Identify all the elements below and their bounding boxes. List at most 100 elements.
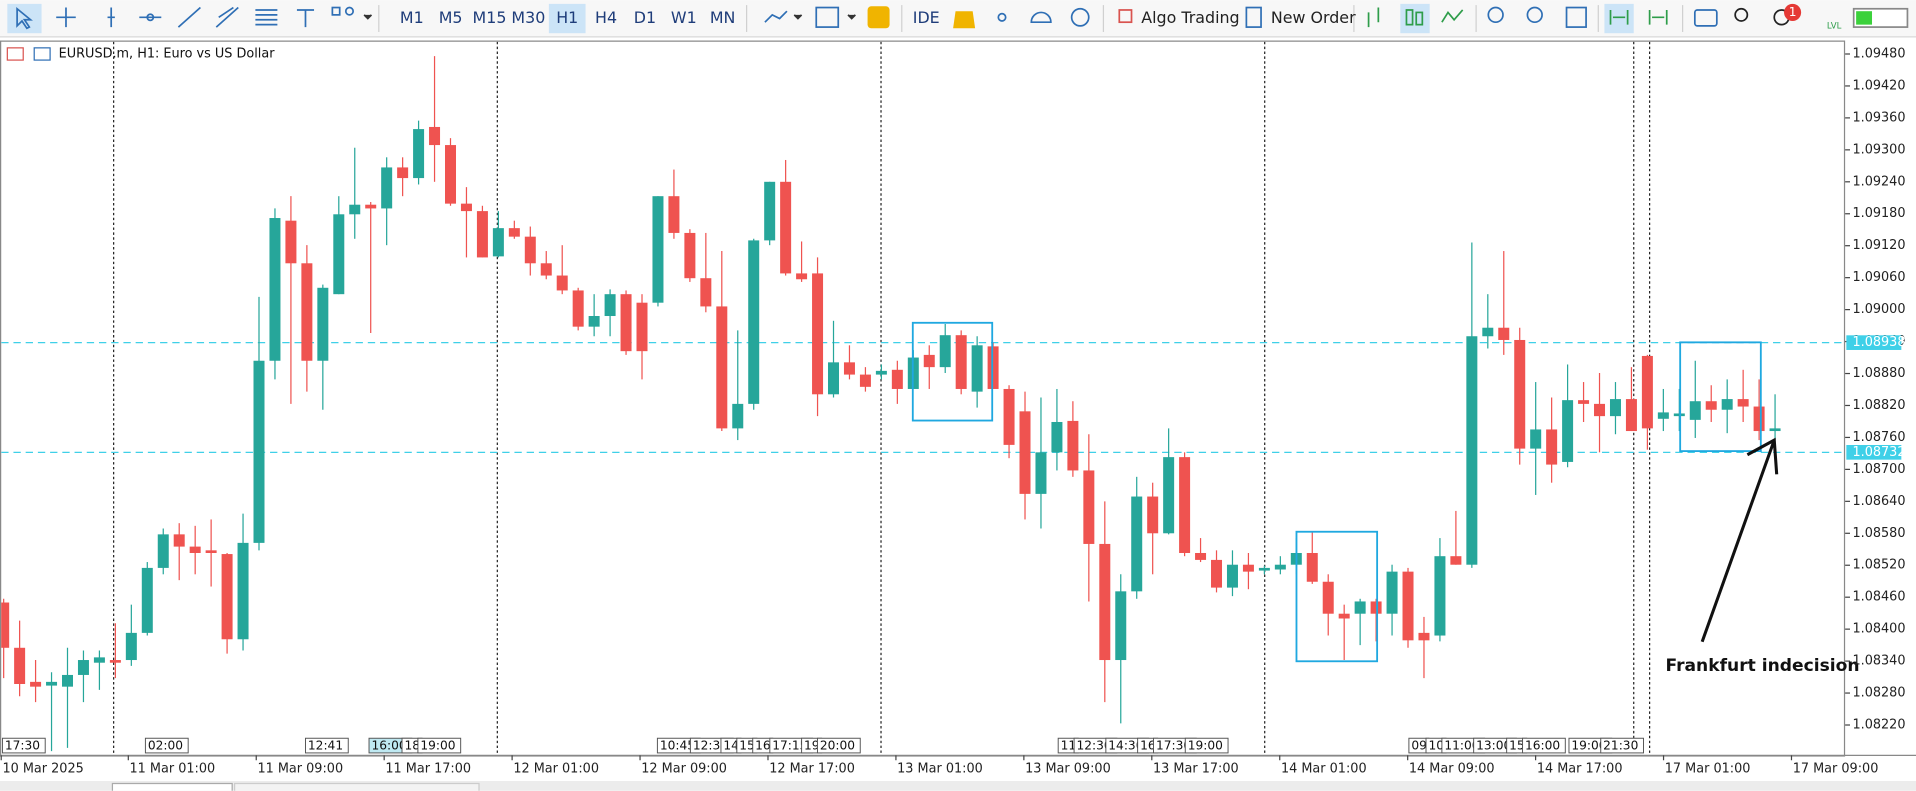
candle-body xyxy=(716,306,728,429)
candle-body xyxy=(349,204,361,215)
indicators-icon[interactable] xyxy=(815,6,840,28)
search-icon[interactable] xyxy=(1734,7,1749,22)
candles-active[interactable] xyxy=(1400,3,1430,34)
candle-body xyxy=(1322,581,1334,614)
timeframe-button[interactable]: M30 xyxy=(511,8,545,27)
order-icon[interactable] xyxy=(1245,6,1262,28)
event-marker xyxy=(144,737,189,754)
timeframe-button[interactable]: H4 xyxy=(595,8,617,27)
timeframe-button[interactable]: M15 xyxy=(473,8,507,27)
chart-tab[interactable] xyxy=(111,782,233,791)
candle-body xyxy=(1,602,10,648)
timeframe-button[interactable]: W1 xyxy=(671,8,697,27)
event-marker xyxy=(1600,737,1644,754)
candle-body xyxy=(1594,403,1606,417)
timeframe-button[interactable]: MN xyxy=(710,8,736,27)
y-tick-label: 1.09120 xyxy=(1852,238,1905,253)
y-tick-label: 1.08880 xyxy=(1852,366,1905,381)
candle-body xyxy=(1099,543,1111,661)
candle-body xyxy=(317,287,329,361)
event-label: 10:45 xyxy=(660,739,695,753)
cursor-tool-active[interactable] xyxy=(7,3,42,34)
candle-body xyxy=(620,294,632,352)
event-label: 18 xyxy=(404,739,420,753)
y-tick-label: 1.09300 xyxy=(1852,142,1905,157)
candle-body xyxy=(30,681,42,687)
shift-icon[interactable] xyxy=(1648,9,1668,25)
chart-tab[interactable] xyxy=(234,782,480,791)
shapes-icon[interactable] xyxy=(331,6,341,16)
line-chart-icon[interactable] xyxy=(1441,9,1464,23)
candle-body xyxy=(1498,327,1510,340)
event-label: 20:00 xyxy=(820,739,855,753)
cloud-icon[interactable] xyxy=(1030,11,1052,24)
time-label: 14 Mar 01:00 xyxy=(1281,761,1367,776)
candle-body xyxy=(1578,400,1590,404)
y-tick-label: 1.08340 xyxy=(1852,654,1905,669)
box xyxy=(911,321,994,422)
y-tick-label: 1.08280 xyxy=(1852,686,1905,701)
channel-icon[interactable] xyxy=(215,6,239,28)
fibo-icon[interactable] xyxy=(255,9,278,26)
candle-body xyxy=(764,181,776,241)
event-label: 16 xyxy=(755,739,771,753)
timeframe-button[interactable]: D1 xyxy=(634,8,656,27)
candle-body xyxy=(955,335,967,389)
vps-icon[interactable] xyxy=(1070,7,1090,27)
candle-body xyxy=(939,335,951,368)
chart-type-icon[interactable] xyxy=(764,10,788,23)
algo-trading-button[interactable]: Algo Trading xyxy=(1141,8,1239,27)
dropdown[interactable] xyxy=(363,14,373,20)
store-icon[interactable] xyxy=(953,11,976,29)
timeframe-button[interactable]: M5 xyxy=(439,8,463,27)
candle-body xyxy=(365,204,377,209)
candle-body xyxy=(189,546,201,553)
crosshair-icon[interactable] xyxy=(56,7,76,28)
algo-icon[interactable] xyxy=(1118,9,1133,24)
candle-body xyxy=(1625,399,1637,432)
dropdown xyxy=(793,14,803,20)
price-level-label: 1.08938 xyxy=(1852,335,1905,350)
cursor-icon[interactable] xyxy=(16,6,33,30)
candle-body xyxy=(141,567,153,633)
time-label: 12 Mar 09:00 xyxy=(641,761,727,776)
candle-body xyxy=(1769,428,1781,432)
timeframe-button[interactable]: M1 xyxy=(400,8,424,27)
vline-icon[interactable] xyxy=(107,7,115,28)
dropdown xyxy=(847,14,856,20)
event-label: 12:41 xyxy=(308,739,343,753)
bars-icon[interactable] xyxy=(1367,7,1380,28)
candle-body xyxy=(843,362,855,375)
event-label: 15 xyxy=(739,739,755,753)
autoscroll-active[interactable] xyxy=(1604,3,1634,34)
event-label: 16:00 xyxy=(371,739,406,753)
candle-body xyxy=(460,203,472,212)
time-label: 12 Mar 17:00 xyxy=(769,761,855,776)
zoom-out-icon[interactable] xyxy=(1526,6,1543,24)
candles-icon xyxy=(1405,9,1414,26)
new-order-button[interactable]: New Order xyxy=(1271,8,1356,27)
timeframe-button[interactable]: H1 xyxy=(556,8,578,27)
event-marker xyxy=(304,737,349,754)
y-tick-label: 1.09420 xyxy=(1852,78,1905,93)
text-icon[interactable] xyxy=(296,9,315,28)
screenshot-icon[interactable] xyxy=(1693,9,1718,27)
candle-body xyxy=(684,232,696,279)
event-label: 12:30 xyxy=(693,739,728,753)
candle-body xyxy=(77,660,89,675)
candle-body xyxy=(1338,613,1350,619)
time-label: 17 Mar 01:00 xyxy=(1665,761,1751,776)
ide-button[interactable]: IDE xyxy=(913,8,940,27)
trend-icon[interactable] xyxy=(177,6,201,28)
candle-body xyxy=(14,647,26,684)
y-tick-label: 1.09000 xyxy=(1852,302,1905,317)
candle-body xyxy=(748,240,760,404)
candle-body xyxy=(732,403,744,429)
zoom-in-icon[interactable] xyxy=(1487,6,1504,24)
tile-icon[interactable] xyxy=(1565,6,1587,28)
signals-icon[interactable] xyxy=(997,12,1007,22)
candle-body xyxy=(285,220,297,264)
market-icon[interactable] xyxy=(867,6,890,29)
candle-body xyxy=(1211,559,1223,588)
